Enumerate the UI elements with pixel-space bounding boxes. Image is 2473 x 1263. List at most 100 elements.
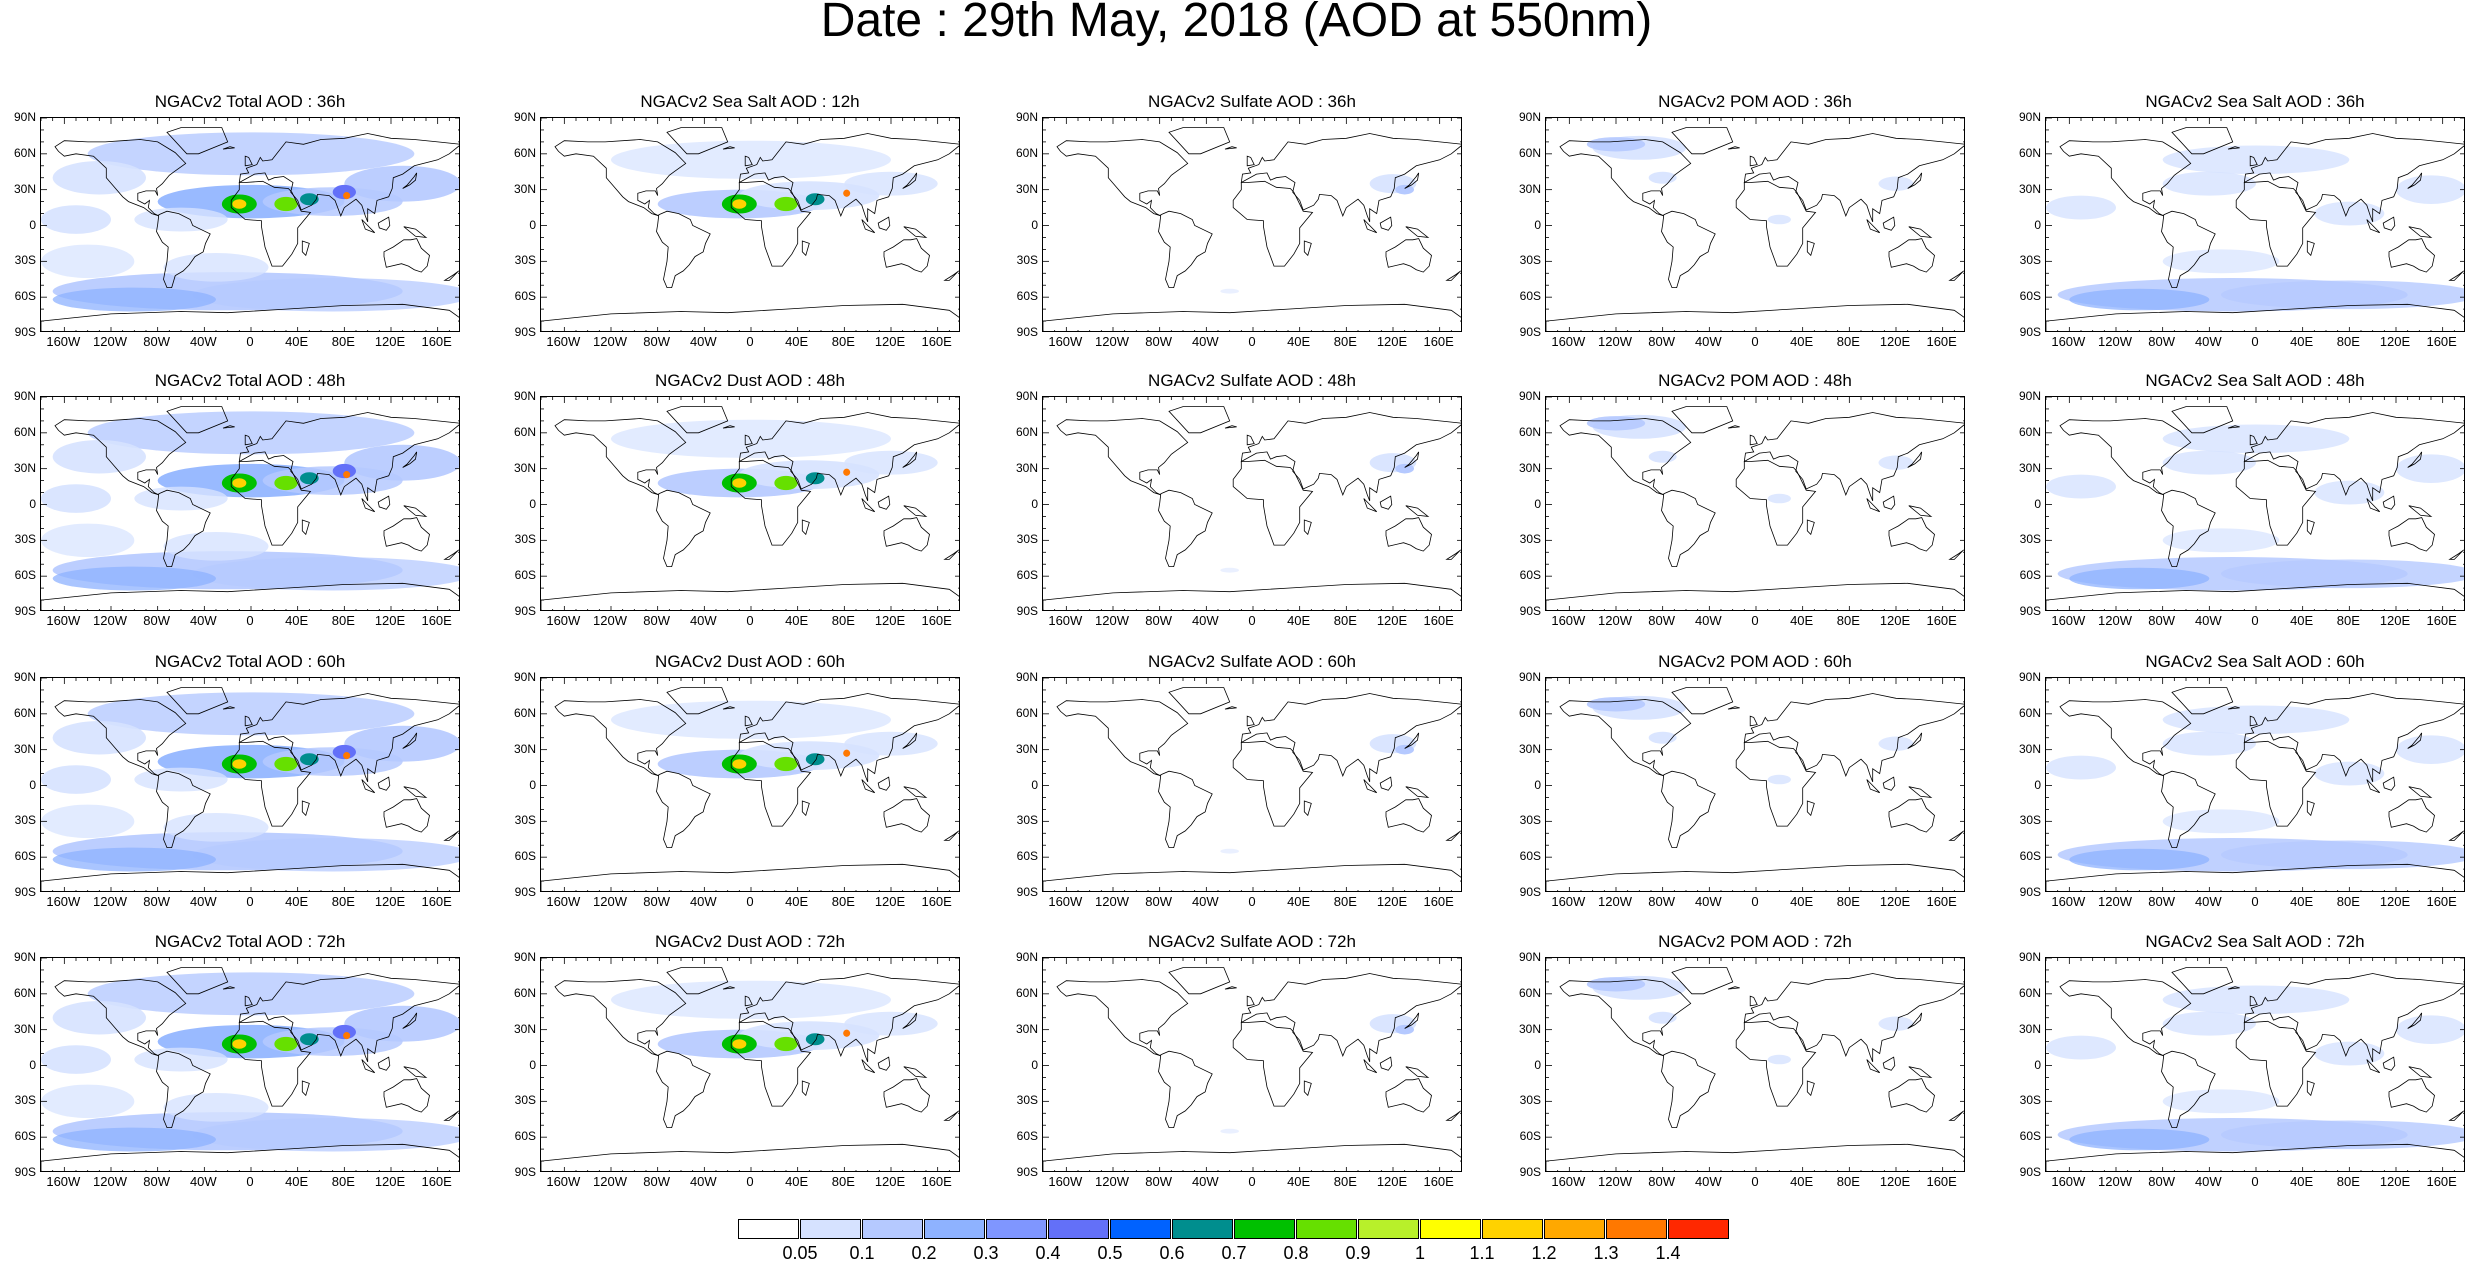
coastline: [402, 1012, 418, 1029]
lat-label: 60N: [2018, 985, 2041, 1000]
coastline: [1158, 489, 1213, 568]
lat-label: 90N: [1015, 110, 1038, 124]
lat-label: 60S: [2019, 849, 2041, 864]
lon-label: 40E: [285, 1174, 309, 1189]
lon-label: 120W: [1598, 334, 1632, 349]
aod-plume: [41, 1084, 135, 1119]
colorbar-label: 0.9: [1345, 1243, 1371, 1263]
aod-plume: [805, 193, 825, 206]
lat-label: 60N: [1015, 424, 1038, 439]
coastline: [403, 226, 428, 238]
aod-plume: [52, 287, 216, 312]
lon-label: 40E: [1790, 894, 1814, 909]
lon-label: 120E: [874, 1174, 906, 1189]
lat-label: 60N: [2018, 705, 2041, 720]
lon-label: 160W: [546, 894, 581, 909]
coastline: [156, 1050, 211, 1129]
map-panel: NGACv2 Sea Salt AOD : 60h 90N 60N 30N 0 30S 60…: [2005, 652, 2473, 912]
lon-label: 160W: [1551, 1174, 1586, 1189]
aod-plume: [192, 838, 459, 872]
coastline: [1546, 582, 1964, 610]
lat-label: 60S: [1016, 1129, 1038, 1144]
coastline: [1735, 1020, 1817, 1107]
lat-label: 60S: [1016, 849, 1038, 864]
lon-label: 160W: [46, 894, 81, 909]
world-map: [2045, 677, 2465, 892]
coastline: [1806, 240, 1815, 257]
aod-plume: [343, 192, 351, 200]
lon-label: 0: [2251, 894, 2259, 909]
world-map: [1545, 396, 1965, 611]
lon-label: 160E: [1423, 1174, 1454, 1189]
lon-label: 40E: [2290, 613, 2314, 628]
lat-label: 0: [1534, 1057, 1541, 1072]
lat-label: 90S: [1519, 1165, 1541, 1179]
coastline: [156, 210, 211, 289]
lon-label: 160E: [421, 894, 452, 909]
coastline: [222, 146, 235, 150]
lon-label: 160W: [2051, 613, 2086, 628]
lat-label: 60S: [1519, 1129, 1541, 1144]
aod-map-plot: [541, 397, 959, 610]
lon-label: 160E: [421, 1174, 452, 1189]
lat-label: 60N: [1518, 145, 1541, 160]
lat-label: 0: [29, 217, 36, 232]
colorbar-swatch: [1482, 1219, 1543, 1239]
coastline: [2382, 776, 2396, 791]
lon-label: 40E: [2290, 1174, 2314, 1189]
lat-label: 90S: [14, 1165, 36, 1179]
colorbar-swatch: [738, 1219, 799, 1239]
coastline: [943, 830, 959, 841]
aod-plume: [274, 475, 298, 491]
lat-label: 0: [529, 1057, 536, 1072]
lon-label: 120W: [593, 334, 627, 349]
coastline: [361, 498, 375, 513]
map-panel: NGACv2 Total AOD : 36h 90N 60N 30N 0 30S 60S 90…: [0, 92, 470, 352]
lon-label: 0: [2251, 1174, 2259, 1189]
aod-plume: [805, 1033, 825, 1046]
coastline: [54, 979, 187, 1057]
coastline: [1224, 146, 1237, 150]
aod-plume: [232, 759, 247, 769]
lon-label: 80W: [1648, 334, 1676, 349]
coastline: [744, 715, 753, 727]
lon-label: 40E: [785, 613, 809, 628]
coastline: [166, 406, 229, 434]
coastline: [402, 451, 418, 468]
aod-map-plot: [541, 678, 959, 891]
coastline: [403, 786, 428, 798]
aod-plume: [844, 171, 938, 196]
coastline: [301, 519, 310, 536]
coastline: [1806, 519, 1815, 536]
lat-label: 60S: [1519, 849, 1541, 864]
lon-label: 80W: [143, 334, 171, 349]
coastline: [222, 706, 235, 710]
lat-label: 90S: [1519, 604, 1541, 618]
coastline: [361, 779, 375, 794]
coastline: [1246, 155, 1255, 167]
lat-label: 60N: [13, 145, 36, 160]
aod-plume: [2396, 454, 2464, 483]
coastline: [2059, 418, 2192, 496]
aod-map-plot: [2046, 118, 2464, 331]
coastline: [2243, 693, 2464, 783]
lon-label: 80E: [331, 613, 355, 628]
coastline: [1908, 505, 1933, 517]
aod-plume: [611, 700, 891, 739]
lon-label: 120W: [1095, 1174, 1129, 1189]
lat-label: 60N: [513, 705, 536, 720]
lat-label: 0: [29, 1057, 36, 1072]
aod-plume: [41, 244, 135, 279]
lat-label: 30S: [1016, 813, 1038, 828]
coastline: [656, 1050, 711, 1129]
aod-plume: [1395, 744, 1414, 755]
coastline: [1743, 133, 1964, 223]
lat-label: 30S: [1519, 253, 1541, 268]
lat-label: 90N: [2018, 110, 2041, 124]
lat-label: 60S: [1519, 568, 1541, 583]
lon-label: 80E: [2336, 1174, 2360, 1189]
coastline: [1385, 1078, 1432, 1113]
coastline: [1246, 715, 1255, 727]
aod-plume: [732, 199, 747, 209]
lat-label: 90S: [2019, 1165, 2041, 1179]
